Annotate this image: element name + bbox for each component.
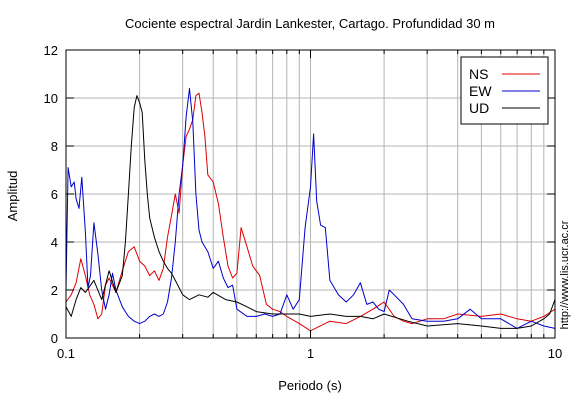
y-tick-label: 2 bbox=[51, 283, 58, 298]
x-tick-label: 10 bbox=[548, 346, 562, 361]
x-tick-label: 0.1 bbox=[57, 346, 75, 361]
legend-label-ns: NS bbox=[469, 66, 488, 82]
chart-title: Cociente espectral Jardin Lankester, Car… bbox=[125, 16, 495, 31]
y-tick-label: 12 bbox=[44, 43, 58, 58]
x-tick-label: 1 bbox=[307, 346, 314, 361]
series-lines bbox=[65, 87, 556, 332]
y-tick-label: 4 bbox=[51, 235, 58, 250]
y-tick-label: 8 bbox=[51, 139, 58, 154]
y-axis-label: Amplitud bbox=[5, 171, 20, 222]
website-note: http://www.lis.ucr.ac.cr bbox=[559, 220, 571, 329]
y-tick-label: 10 bbox=[44, 91, 58, 106]
y-tick-label: 6 bbox=[51, 187, 58, 202]
legend-label-ew: EW bbox=[469, 83, 492, 99]
series-line-ud bbox=[65, 95, 556, 329]
series-line-ew bbox=[65, 87, 556, 329]
y-tick-label: 0 bbox=[51, 331, 58, 346]
axis-ticks: 0.1 1 10 0 2 4 6 8 10 12 bbox=[44, 43, 563, 361]
x-axis-label: Periodo (s) bbox=[278, 378, 342, 393]
legend-label-ud: UD bbox=[469, 100, 489, 116]
